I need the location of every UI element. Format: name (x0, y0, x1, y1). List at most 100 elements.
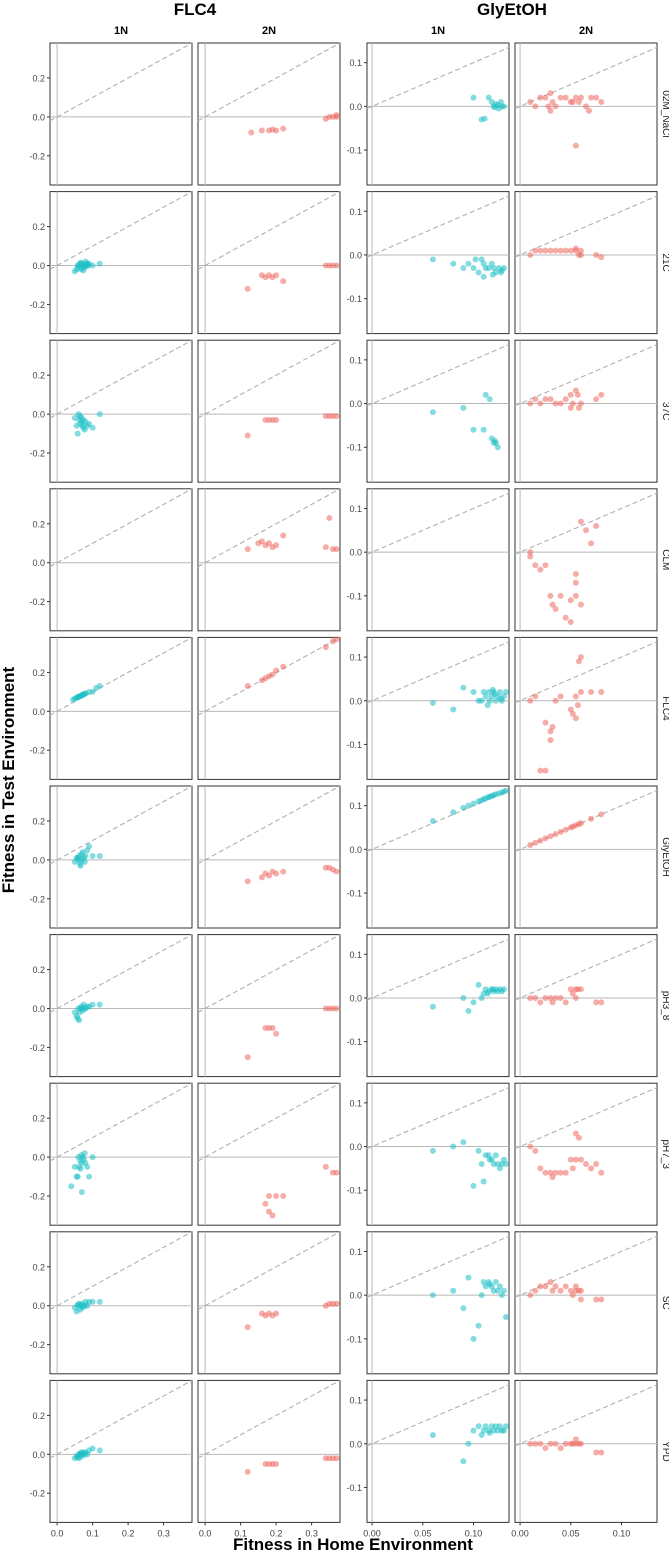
data-point (429, 817, 436, 824)
x-tick-label: 0.00 (363, 1528, 381, 1538)
data-point (258, 538, 265, 545)
data-point (569, 1165, 576, 1172)
data-point (577, 601, 584, 608)
y-tick-label: 0.2 (32, 519, 45, 529)
y-tick-label: 0.1 (349, 1098, 362, 1108)
y-tick-label: 0.1 (349, 504, 362, 514)
y-tick-label: 0.1 (349, 1247, 362, 1257)
data-point (537, 767, 544, 774)
y-tick-label: -0.1 (346, 591, 362, 601)
data-point (542, 835, 549, 842)
panel-frame (366, 191, 510, 335)
y-tick-label: 0.1 (349, 950, 362, 960)
panel-frame (49, 488, 193, 632)
data-point (532, 839, 539, 846)
data-point (492, 1279, 499, 1286)
data-point (333, 262, 340, 269)
identity-dashed-line (366, 46, 510, 110)
panel-frame (366, 42, 510, 186)
data-point (572, 579, 579, 586)
y-tick-label: -0.2 (29, 300, 45, 310)
identity-dashed-line (49, 488, 193, 568)
data-point (593, 999, 600, 1006)
column-label: 1N (431, 25, 445, 37)
panel-frame (197, 636, 341, 780)
panel-frame (49, 934, 193, 1078)
data-point (542, 1445, 549, 1452)
data-point (74, 1015, 81, 1022)
data-point (583, 103, 589, 110)
data-point (542, 719, 549, 726)
data-point (502, 689, 509, 696)
data-point (583, 1161, 589, 1168)
data-point (552, 697, 559, 704)
data-point (273, 542, 280, 549)
data-point (450, 809, 457, 816)
data-point (80, 267, 87, 274)
data-point (494, 444, 501, 451)
data-point (489, 271, 496, 278)
data-point (280, 868, 287, 875)
data-point (89, 688, 96, 695)
y-tick-label: 0.0 (349, 993, 362, 1003)
data-point (562, 614, 569, 621)
data-point (557, 94, 564, 101)
identity-dashed-line (49, 191, 193, 270)
identity-dashed-line (49, 339, 193, 419)
data-point (460, 684, 467, 691)
y-tick-label: -0.2 (29, 449, 45, 459)
data-point (244, 432, 251, 439)
data-point (593, 1449, 600, 1456)
data-point (552, 247, 559, 254)
data-point (484, 990, 491, 997)
data-point (562, 1440, 569, 1447)
row-label: pH7_3 (660, 1139, 669, 1169)
data-point (583, 527, 589, 534)
data-point (537, 1283, 544, 1290)
data-point (562, 826, 569, 833)
data-point (562, 247, 569, 254)
data-point (429, 1147, 436, 1154)
data-point (593, 396, 600, 403)
data-point (244, 1468, 251, 1475)
data-point (273, 1310, 280, 1317)
data-point (86, 843, 93, 850)
column-label: 1N (114, 25, 128, 37)
identity-dashed-line (366, 492, 510, 555)
data-point (429, 1432, 436, 1439)
data-point (273, 667, 280, 674)
data-point (481, 115, 488, 122)
data-point (262, 1200, 269, 1207)
y-tick-label: 0.0 (349, 696, 362, 706)
identity-dashed-line (197, 42, 341, 122)
data-point (491, 691, 498, 698)
y-tick-label: 0.2 (32, 817, 45, 827)
x-tick-label: 0.3 (305, 1528, 318, 1538)
data-point (547, 737, 554, 744)
data-point (527, 1143, 534, 1150)
data-point (96, 411, 103, 418)
y-tick-label: -0.2 (29, 151, 45, 161)
data-point (266, 540, 272, 547)
data-point (542, 1283, 549, 1290)
data-point (588, 815, 595, 822)
data-point (470, 1182, 477, 1189)
y-tick-label: 0.1 (349, 653, 362, 663)
data-point (500, 1287, 507, 1294)
x-tick-label: 0.2 (122, 1528, 135, 1538)
data-point (460, 994, 467, 1001)
panel-frame (49, 1379, 193, 1523)
data-point (266, 1193, 272, 1200)
y-tick-label: -0.2 (29, 1340, 45, 1350)
data-point (244, 1324, 251, 1331)
y-tick-label: 0.0 (32, 1450, 45, 1460)
data-point (429, 409, 436, 416)
panel-frame (514, 1379, 658, 1523)
data-point (567, 391, 574, 398)
data-point (78, 1189, 85, 1196)
data-point (478, 697, 485, 704)
y-tick-label: 0.0 (349, 1439, 362, 1449)
data-point (478, 1292, 485, 1299)
data-point (562, 1283, 569, 1290)
data-point (577, 654, 584, 661)
